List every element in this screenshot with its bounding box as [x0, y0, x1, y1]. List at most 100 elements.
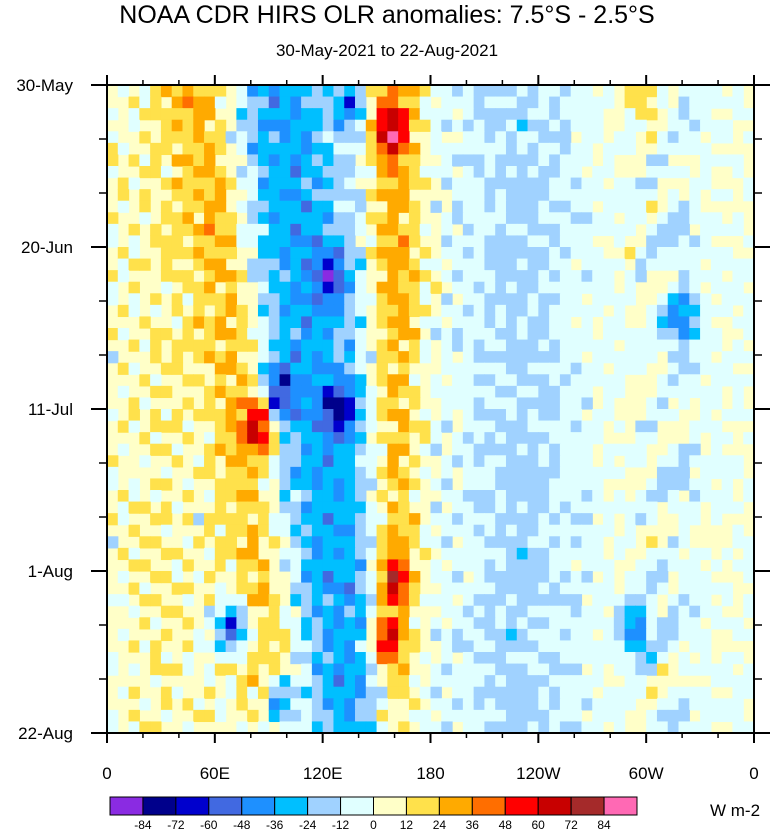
field-cell — [344, 108, 356, 121]
field-cell — [150, 409, 162, 422]
field-cell — [214, 385, 227, 399]
field-cell — [462, 628, 475, 642]
field-cell — [495, 154, 507, 167]
field-cell — [290, 582, 302, 595]
field-cell — [527, 397, 539, 410]
field-cell — [441, 640, 453, 653]
field-cell — [257, 351, 270, 364]
field-cell — [117, 686, 130, 699]
field-cell — [484, 513, 496, 526]
field-cell — [559, 582, 572, 595]
field-cell — [689, 212, 701, 225]
field-cell — [646, 559, 658, 572]
field-cell — [107, 270, 119, 283]
field-cell — [603, 189, 615, 202]
field-cell — [333, 108, 345, 121]
field-cell — [527, 582, 539, 595]
field-cell — [333, 397, 345, 410]
field-cell — [678, 247, 690, 260]
field-cell — [484, 443, 496, 456]
field-cell — [635, 200, 647, 213]
field-cell — [559, 420, 572, 433]
field-cell — [279, 675, 291, 688]
field-cell — [732, 339, 744, 352]
field-cell — [398, 247, 410, 260]
field-cell — [301, 166, 313, 179]
field-cell — [150, 328, 162, 341]
field-cell — [732, 709, 744, 723]
field-cell — [505, 223, 518, 237]
field-cell — [225, 628, 237, 642]
field-cell — [398, 432, 410, 445]
field-cell — [247, 490, 259, 503]
field-cell — [311, 189, 324, 202]
colorbar-label: 48 — [499, 818, 513, 832]
field-cell — [516, 108, 529, 121]
field-cell — [117, 304, 130, 318]
field-cell — [355, 316, 367, 329]
field-cell — [322, 420, 335, 433]
field-cell — [732, 223, 744, 237]
field-cell — [344, 571, 356, 584]
field-cell — [398, 223, 410, 237]
field-cell — [484, 189, 496, 202]
field-cell — [268, 409, 281, 422]
field-cell — [505, 142, 518, 156]
field-cell — [710, 189, 723, 202]
field-cell — [204, 547, 216, 561]
field-cell — [365, 85, 378, 98]
field-cell — [344, 362, 356, 375]
field-cell — [581, 547, 593, 561]
field-cell — [527, 443, 539, 456]
field-cell — [538, 362, 550, 375]
field-cell — [732, 628, 744, 642]
field-cell — [667, 536, 680, 549]
field-cell — [204, 640, 216, 653]
field-cell — [322, 594, 335, 607]
field-cell — [624, 328, 636, 341]
field-cell — [613, 617, 626, 630]
field-cell — [150, 166, 162, 179]
field-cell — [721, 652, 734, 665]
field-cell — [549, 617, 561, 630]
field-cell — [495, 166, 507, 179]
field-cell — [516, 490, 529, 503]
field-cell — [117, 177, 130, 190]
field-cell — [150, 142, 162, 156]
field-cell — [581, 96, 593, 109]
field-cell — [311, 258, 324, 271]
field-cell — [214, 478, 227, 491]
field-cell — [592, 409, 604, 422]
field-cell — [473, 501, 486, 514]
field-cell — [635, 582, 647, 595]
field-cell — [710, 247, 723, 260]
field-cell — [635, 443, 647, 456]
field-cell — [624, 501, 636, 514]
field-cell — [430, 420, 442, 433]
field-cell — [678, 96, 690, 109]
field-cell — [301, 235, 313, 248]
field-cell — [635, 339, 647, 352]
field-cell — [646, 663, 658, 676]
field-cell — [656, 478, 669, 491]
field-cell — [613, 351, 626, 364]
field-cell — [344, 524, 356, 537]
field-cell — [182, 223, 194, 237]
field-cell — [441, 594, 453, 607]
field-cell — [667, 721, 680, 733]
field-cell — [624, 628, 636, 642]
field-cell — [656, 721, 669, 733]
field-cell — [365, 166, 378, 179]
field-cell — [344, 258, 356, 271]
field-cell — [268, 709, 281, 723]
field-cell — [376, 189, 388, 202]
field-cell — [538, 293, 550, 306]
field-cell — [484, 177, 496, 190]
field-cell — [171, 582, 184, 595]
field-cell — [559, 536, 572, 549]
field-cell — [710, 154, 723, 167]
field-cell — [214, 524, 227, 537]
field-cell — [301, 142, 313, 156]
field-cell — [570, 96, 583, 109]
field-cell — [214, 640, 227, 653]
